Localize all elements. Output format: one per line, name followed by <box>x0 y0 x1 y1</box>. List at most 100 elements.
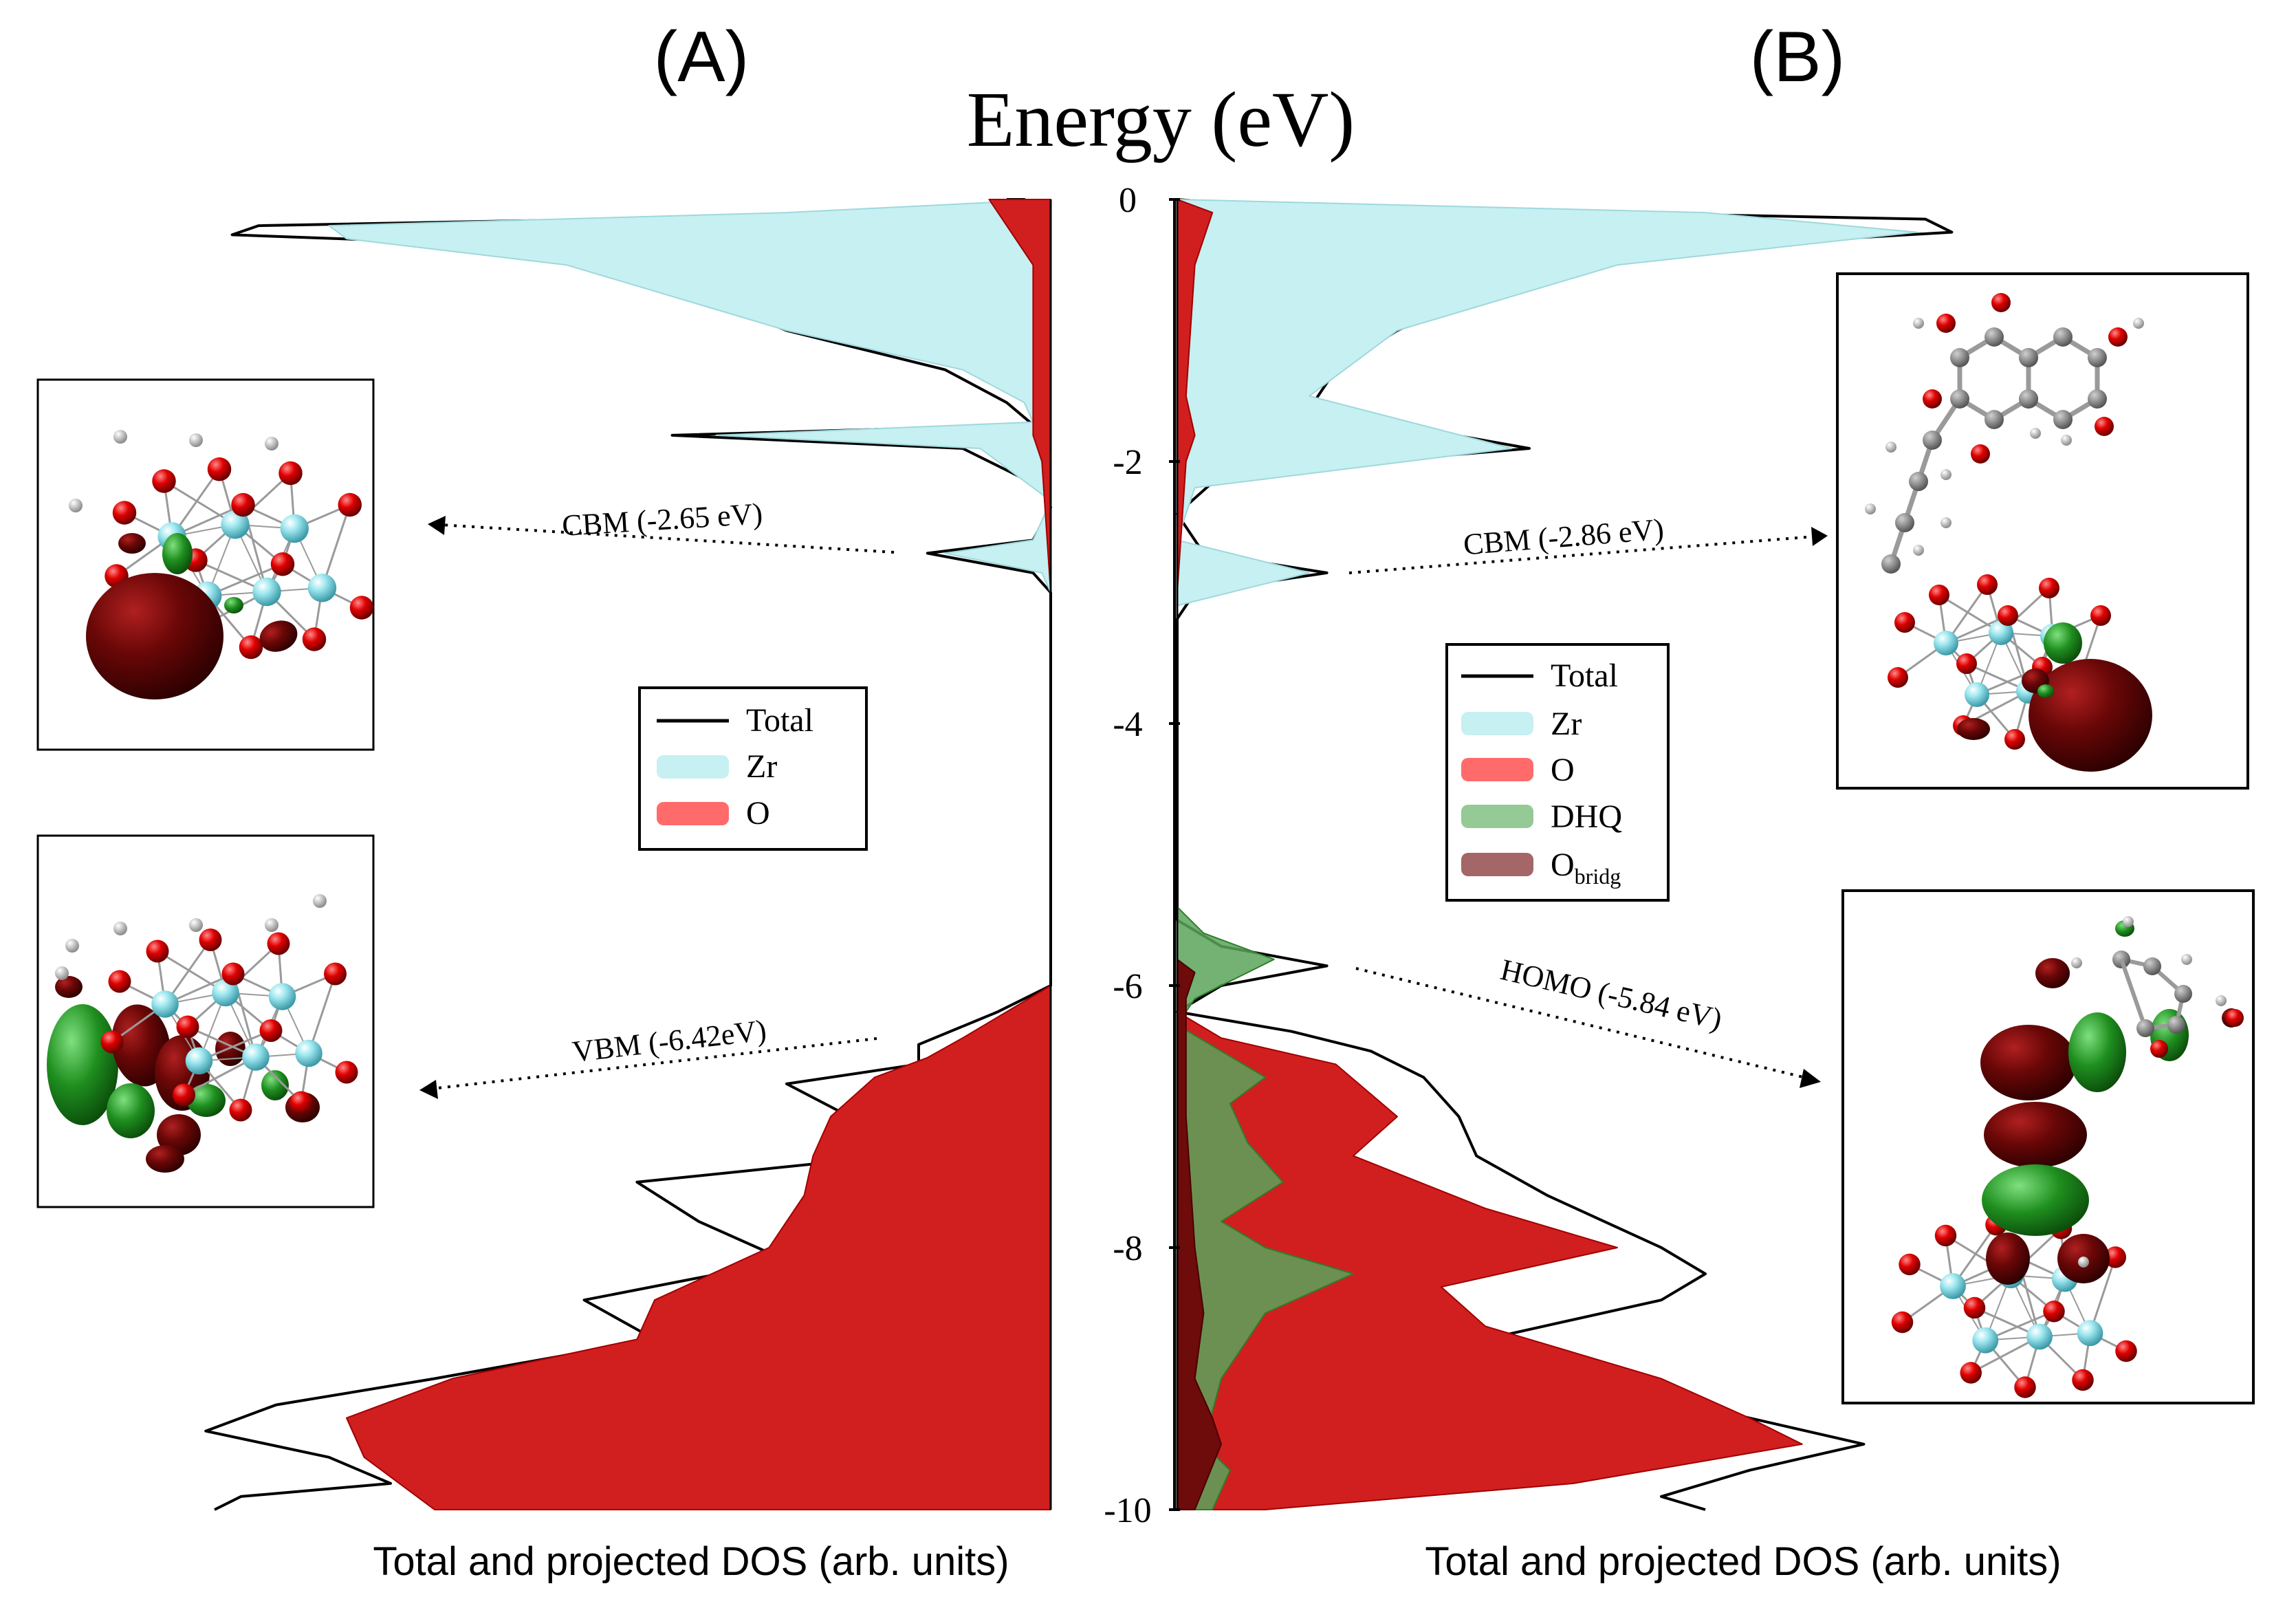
panel-b-obridg-area <box>1177 199 1222 1510</box>
orbital-lobe <box>1980 1025 2077 1100</box>
atom <box>1940 517 1951 528</box>
atom <box>2136 1019 2154 1037</box>
orbital-lobe <box>2035 958 2070 988</box>
atom <box>239 635 263 660</box>
orbital-lobe <box>2068 1012 2126 1092</box>
orbital-lobe <box>1984 1102 2087 1168</box>
annotation-a-cbm-text: CBM (-2.65 eV) <box>561 497 764 543</box>
atom <box>1895 513 1914 532</box>
atom <box>1913 318 1924 329</box>
legend-b-obridg-sub: bridg <box>1575 864 1621 889</box>
atom <box>313 894 327 908</box>
atom <box>1934 631 1958 655</box>
bond <box>2089 1257 2117 1334</box>
atom <box>112 501 137 525</box>
atom <box>302 627 327 651</box>
orbital-lobe <box>259 620 298 652</box>
orbital-lobe <box>86 573 223 699</box>
orbital-lobe <box>107 1083 155 1138</box>
atom <box>65 939 79 953</box>
inset-b-homo-orbital <box>1841 889 2255 1404</box>
atom <box>267 932 290 955</box>
atom <box>2072 1369 2094 1391</box>
orbital-lobe <box>215 1032 245 1066</box>
legend-a-zr-swatch <box>657 755 729 779</box>
y-tick-label: -8 <box>1113 1229 1142 1268</box>
atom <box>2133 318 2144 329</box>
atom <box>2004 729 2025 750</box>
panel-a-xlabel: Total and projected DOS (arb. units) <box>373 1539 1009 1584</box>
atom <box>1971 444 1990 464</box>
atom <box>2090 605 2111 626</box>
atom <box>2039 578 2059 598</box>
panel-a-dos <box>204 198 1052 1511</box>
atom <box>1909 472 1928 491</box>
y-tick-label: -6 <box>1113 967 1142 1006</box>
annotation-a-vbm: VBM (-6.42eV) <box>419 1013 877 1099</box>
orbital-lobe <box>1957 718 1990 740</box>
atom <box>176 1015 199 1039</box>
bond <box>2119 959 2147 1029</box>
atom <box>1913 545 1924 556</box>
atom <box>231 492 255 517</box>
legend-b-dhq-label: DHQ <box>1551 798 1622 835</box>
atom <box>2226 1009 2244 1027</box>
atom <box>1977 574 1998 595</box>
atom <box>1891 1311 1914 1334</box>
orbital-lobe <box>157 1114 201 1155</box>
orbital-lobe <box>2037 684 2054 698</box>
legend-b-obridg-main: O <box>1551 847 1575 883</box>
orbital-lobe <box>47 1004 118 1125</box>
atom <box>221 962 245 986</box>
atom <box>69 499 83 512</box>
atom <box>207 457 232 481</box>
atom <box>1985 410 2004 429</box>
annotation-b-cbm-text: CBM (-2.86 eV) <box>1462 512 1665 562</box>
atom <box>151 990 179 1018</box>
atom <box>152 469 176 493</box>
atom <box>307 574 337 602</box>
inset-a-vbm-orbital <box>36 834 375 1208</box>
atom <box>335 1061 358 1084</box>
orbital-lobe <box>118 533 146 554</box>
atom <box>2053 410 2073 429</box>
legend-b-o-swatch <box>1461 758 1533 781</box>
atom <box>1936 314 1956 333</box>
atom <box>1940 469 1951 480</box>
atom <box>1885 442 1896 453</box>
atom <box>295 1039 322 1067</box>
atom <box>189 433 203 447</box>
atom <box>2043 1301 2065 1323</box>
atom <box>2174 985 2192 1003</box>
atom <box>212 979 239 1007</box>
atom <box>2088 389 2107 409</box>
atom <box>1965 682 1989 707</box>
atom <box>100 1030 124 1054</box>
orbital-lobe <box>187 1084 226 1117</box>
atom <box>2071 957 2082 968</box>
orbital-lobe <box>2044 622 2082 664</box>
atom <box>1950 389 1969 409</box>
atom <box>268 983 296 1010</box>
panel-b-dos <box>1176 198 1954 1511</box>
annotation-b-homo-text: HOMO (-5.84 eV) <box>1498 953 1725 1036</box>
orbital-lobe <box>146 1145 184 1173</box>
atom <box>338 492 362 517</box>
legend-b: Total Zr O DHQ Obridg <box>1445 643 1670 902</box>
atom <box>1934 1224 1957 1247</box>
atom <box>189 918 203 932</box>
atom <box>1985 327 2004 347</box>
orbital-lobe <box>162 533 193 574</box>
legend-b-dhq-swatch <box>1461 805 1533 828</box>
inset-b-cbm-orbital <box>1836 272 2249 790</box>
atom <box>1960 1362 1982 1384</box>
atom <box>173 1083 195 1107</box>
atom <box>2181 954 2192 965</box>
atom <box>2108 327 2128 347</box>
atom <box>1881 554 1901 574</box>
atom <box>259 1019 283 1042</box>
atom <box>2019 389 2038 409</box>
legend-a-total-label: Total <box>746 702 813 739</box>
atom <box>199 928 222 951</box>
